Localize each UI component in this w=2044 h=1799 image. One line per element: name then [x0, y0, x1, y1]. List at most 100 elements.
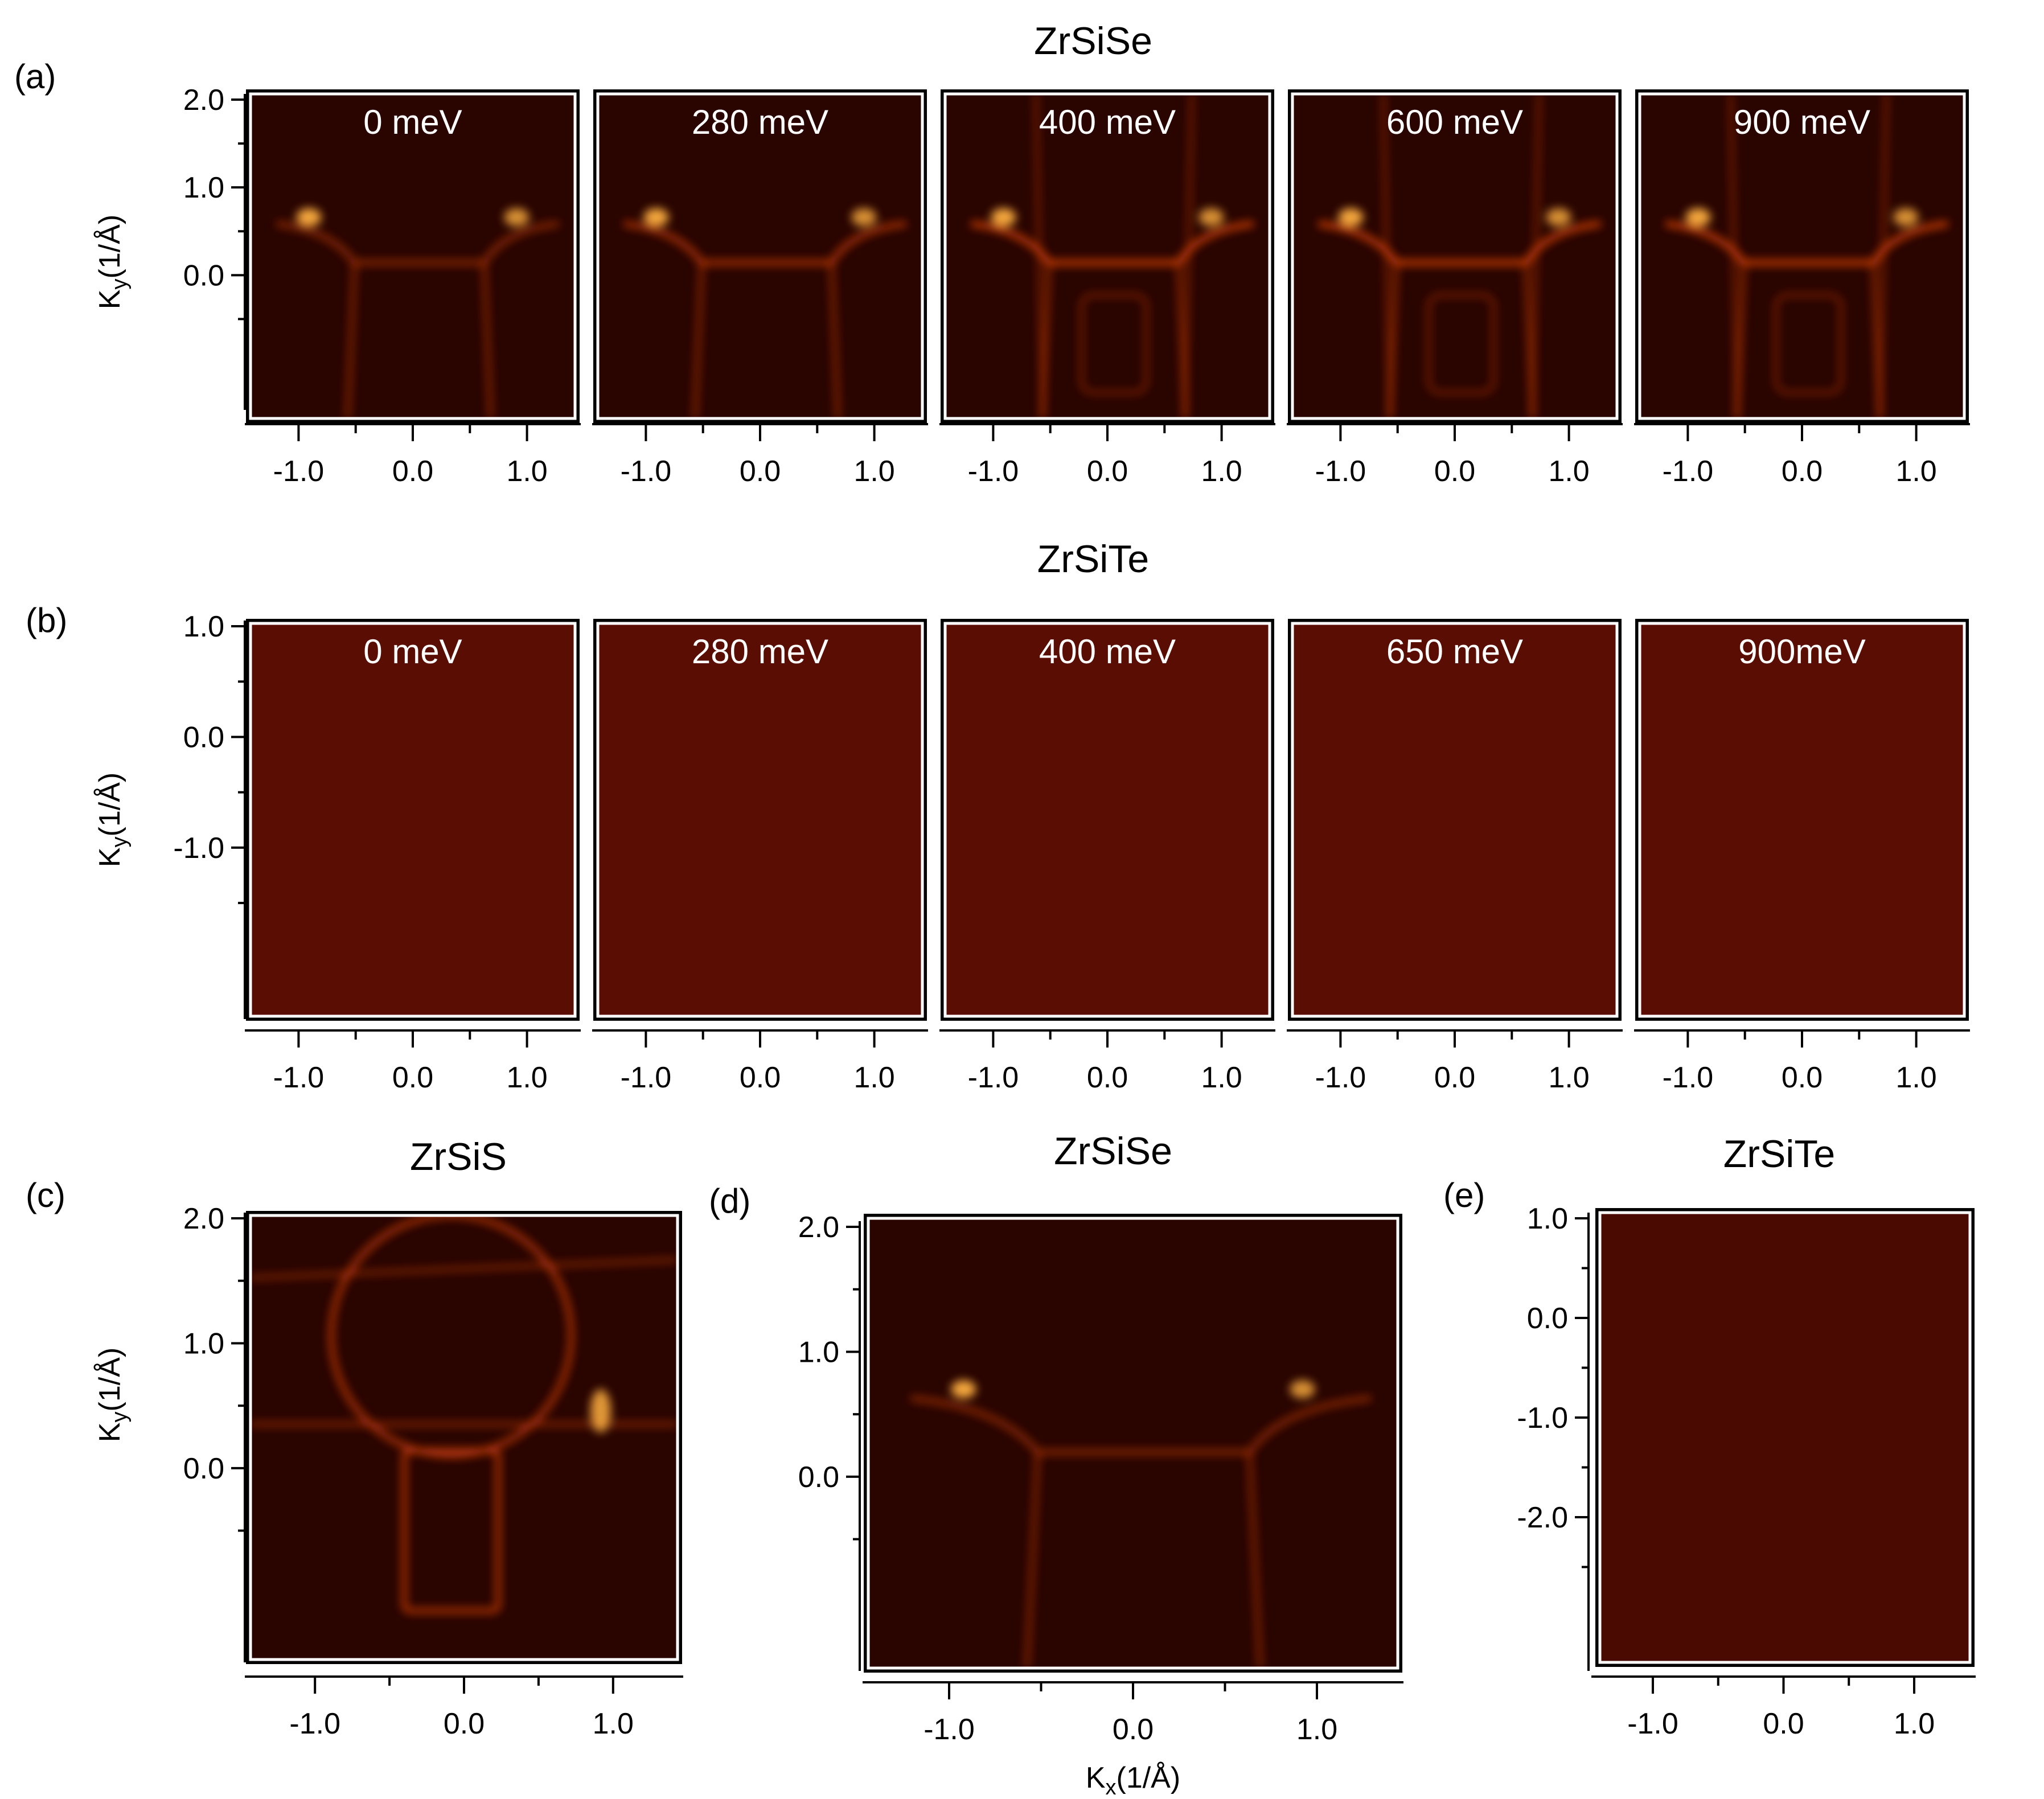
x-tick-label: 0.0: [1434, 1061, 1475, 1094]
x-tick-label: 0.0: [1087, 455, 1128, 488]
band-line: [1024, 1452, 1041, 1668]
energy-label: 0 meV: [363, 632, 462, 671]
x-tick-label: -1.0: [621, 455, 672, 488]
x-tick-label: -1.0: [1627, 1707, 1678, 1740]
map-features: [623, 208, 907, 418]
x-tick-label: 0.0: [1434, 455, 1475, 488]
x-tick-label: 1.0: [1894, 1707, 1935, 1740]
energy-label: 400 meV: [1039, 632, 1176, 671]
band-line: [1728, 94, 1739, 418]
band-line: [910, 1395, 1372, 1455]
y-tick-label: 0.0: [1527, 1302, 1568, 1335]
x-tick-label: 1.0: [506, 455, 547, 488]
map-frame: [596, 92, 924, 420]
band-line: [1665, 221, 1949, 266]
map-image: [596, 92, 924, 420]
map-features: [910, 1380, 1372, 1668]
band-line: [1877, 94, 1889, 418]
x-tick-label: -1.0: [924, 1713, 975, 1746]
panel-a: ZrSiSe (a) Ky(1/Å) 2.0 1.0 0.0 0 meV -1.0 0.0 1.0…: [14, 19, 1970, 488]
map-image: [249, 92, 577, 420]
x-tick-label: -1.0: [1663, 455, 1714, 488]
energy-label: 900 meV: [1734, 103, 1870, 141]
y-tick-label: -1.0: [173, 832, 224, 865]
map-frame: [943, 92, 1271, 420]
band-line: [971, 221, 1254, 266]
y-axis-label: Ky(1/Å): [93, 773, 132, 867]
x-tick-label: 0.0: [1782, 455, 1823, 488]
band-line: [692, 262, 704, 418]
map-tint: [251, 623, 575, 1016]
map-content: [276, 208, 560, 418]
map-image: [943, 92, 1271, 420]
map-frame: [249, 1214, 679, 1661]
hotspot: [1199, 208, 1224, 227]
map-frame: [1291, 92, 1619, 420]
map-tint: [1600, 1213, 1970, 1662]
map-frame: [1598, 1211, 1972, 1664]
map-tint: [598, 623, 922, 1016]
x-tick-label: -1.0: [968, 1061, 1019, 1094]
panel-a-letter: (a): [14, 57, 56, 96]
energy-label: 900meV: [1738, 632, 1865, 671]
x-tick-label: -1.0: [289, 1707, 340, 1740]
y-axis-label: Ky(1/Å): [93, 1348, 132, 1442]
x-tick-label: 0.0: [392, 455, 433, 488]
x-tick-label: 1.0: [1201, 1061, 1242, 1094]
pocket: [1079, 293, 1149, 395]
y-axis-label: Ky(1/Å): [93, 215, 132, 309]
map-content: [945, 623, 1270, 1016]
x-tick-label: 1.0: [506, 1061, 547, 1094]
hotspot: [991, 208, 1016, 227]
panel-a-title: ZrSiSe: [1034, 19, 1152, 63]
panel-e-title: ZrSiTe: [1723, 1132, 1835, 1176]
energy-label: 600 meV: [1386, 103, 1523, 141]
map-content: [1665, 94, 1949, 418]
panel-b-subplot: 280 meV -1.0 0.0 1.0: [592, 619, 928, 1094]
map-frame: [249, 92, 577, 420]
x-tick-label: -1.0: [1315, 1061, 1366, 1094]
band-line: [1247, 1452, 1263, 1668]
x-tick-label: 1.0: [853, 1061, 894, 1094]
x-tick-label: 0.0: [740, 455, 781, 488]
x-tick-label: 0.0: [1113, 1713, 1154, 1746]
map-tint: [1292, 623, 1617, 1016]
band-line: [251, 1258, 678, 1280]
panel-d: ZrSiSe (d) 2.0 1.0 0.0 -1.0 0.0 1.0 Kx(1/Å): [709, 1129, 1403, 1799]
band-line: [1318, 221, 1602, 266]
x-tick-label: 1.0: [593, 1707, 634, 1740]
x-tick-label: 0.0: [444, 1707, 485, 1740]
hotspot: [504, 208, 530, 227]
panel-b-subplot: 0 meV -1.0 0.0 1.0: [245, 619, 581, 1094]
map-features: [1318, 94, 1602, 418]
band-line: [345, 262, 357, 418]
hotspot: [1338, 208, 1364, 227]
x-tick-label: -1.0: [968, 455, 1019, 488]
map-frame: [1638, 92, 1966, 420]
map-content: [1640, 623, 1964, 1016]
map-frame: [1638, 622, 1966, 1018]
panel-b-subplot: 400 meV -1.0 0.0 1.0: [939, 619, 1275, 1094]
map-content: [971, 94, 1254, 418]
hotspot: [1893, 208, 1919, 227]
x-axis-label: Kx(1/Å): [1086, 1761, 1180, 1799]
y-tick-label: 1.0: [183, 610, 224, 643]
pocket: [401, 1448, 501, 1614]
map-tint: [945, 623, 1270, 1016]
map-image: [1638, 92, 1966, 420]
x-tick-label: 0.0: [392, 1061, 433, 1094]
y-tick-label: 2.0: [798, 1211, 839, 1244]
energy-label: 0 meV: [363, 103, 462, 141]
map-content: [251, 623, 575, 1016]
y-tick-label: -1.0: [1517, 1402, 1568, 1435]
energy-label: 650 meV: [1386, 632, 1523, 671]
pocket: [1774, 293, 1844, 395]
map-content: [910, 1380, 1372, 1668]
map-features: [276, 208, 560, 418]
energy-label: 280 meV: [692, 632, 828, 671]
band-line: [1530, 94, 1542, 418]
x-tick-label: -1.0: [1315, 455, 1366, 488]
hotspot: [643, 208, 669, 227]
x-tick-label: 0.0: [740, 1061, 781, 1094]
map-tint: [1640, 623, 1964, 1016]
